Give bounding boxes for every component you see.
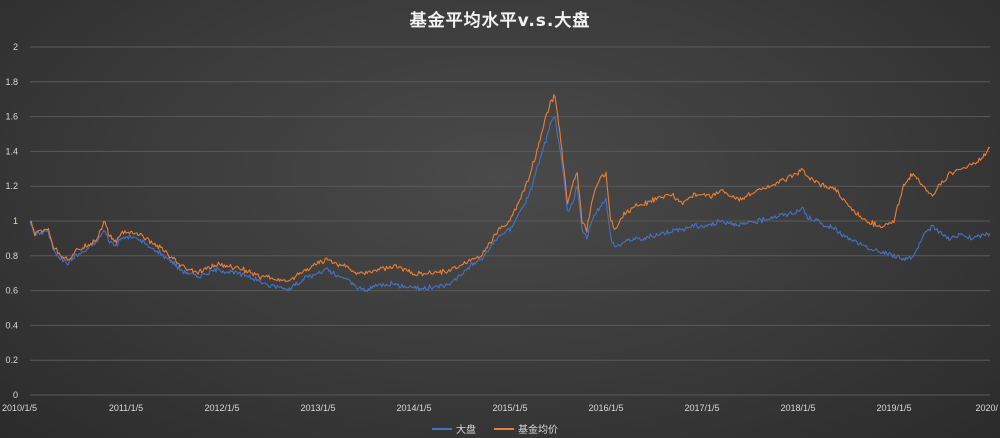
y-axis-ticks: 0 0.2 0.4 0.6 0.8 1 1.2 1.4 1.6 1.8 2 — [5, 42, 18, 400]
y-tick-label: 2 — [13, 42, 18, 52]
y-tick-label: 1.6 — [5, 112, 18, 122]
y-tick-label: 1 — [13, 216, 18, 226]
x-tick-label: 2010/1/5 — [2, 403, 37, 413]
legend: 大盘 基金均价 — [432, 423, 558, 436]
y-tick-label: 0 — [13, 390, 18, 400]
x-tick-label: 2017/1/5 — [684, 403, 719, 413]
series-line — [29, 94, 991, 283]
legend-label: 基金均价 — [518, 423, 558, 436]
chart-title: 基金平均水平v.s.大盘 — [409, 10, 591, 31]
series-line — [29, 117, 991, 293]
y-tick-label: 1.8 — [5, 77, 18, 87]
legend-label: 大盘 — [456, 423, 476, 436]
y-tick-label: 1.4 — [5, 146, 18, 156]
x-tick-label: 2019/1/5 — [876, 403, 911, 413]
x-tick-label: 2014/1/5 — [396, 403, 431, 413]
y-tick-label: 0.2 — [5, 355, 18, 365]
x-tick-label: 2018/1/5 — [780, 403, 815, 413]
x-tick-label: 2013/1/5 — [300, 403, 335, 413]
x-tick-label: 2016/1/5 — [588, 403, 623, 413]
x-tick-label: 2012/1/5 — [204, 403, 239, 413]
y-tick-label: 0.4 — [5, 320, 18, 330]
y-tick-label: 0.8 — [5, 251, 18, 261]
x-axis-ticks: 2010/1/5 2011/1/5 2012/1/5 2013/1/5 2014/1/5… — [2, 403, 998, 413]
x-tick-label: 2011/1/5 — [109, 403, 143, 413]
y-tick-label: 0.6 — [5, 286, 18, 296]
x-tick-label: 2020/ — [975, 403, 998, 413]
x-tick-label: 2015/1/5 — [492, 403, 527, 413]
y-tick-label: 1.2 — [5, 181, 18, 191]
series-lines — [29, 94, 991, 293]
